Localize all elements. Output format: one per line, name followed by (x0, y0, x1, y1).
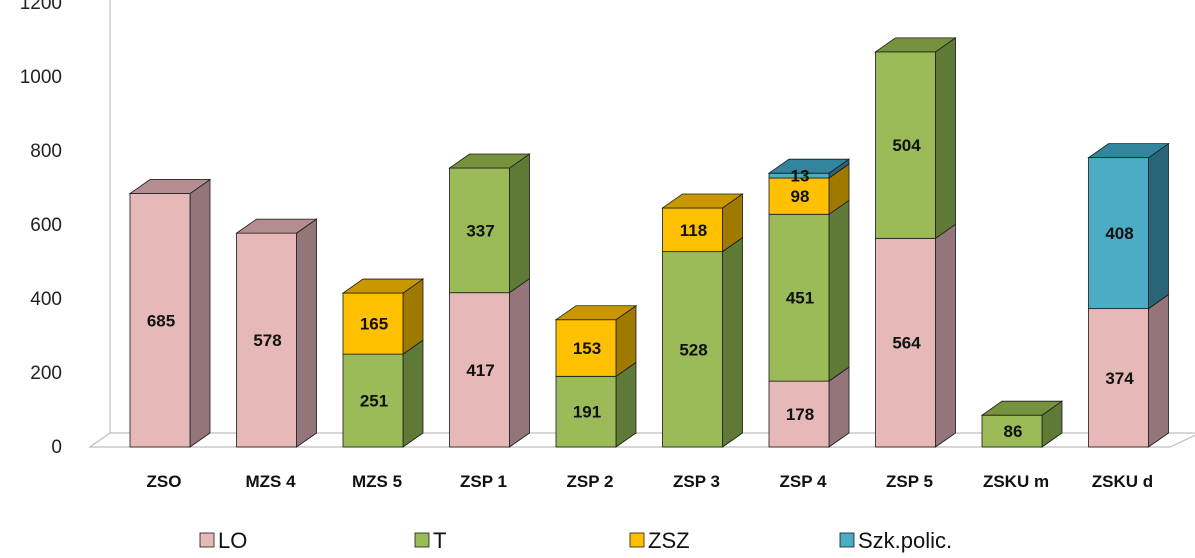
y-tick-label: 1200 (20, 0, 62, 14)
data-label: 13 (791, 167, 810, 186)
data-label: 153 (573, 339, 601, 358)
data-label: 564 (892, 334, 921, 353)
bar-top (874, 37, 957, 53)
data-label: 165 (360, 315, 388, 334)
data-label: 528 (679, 340, 707, 359)
bar-side (509, 277, 530, 448)
bar-segment (236, 232, 297, 448)
bar-segment (555, 319, 617, 377)
bar-side (1148, 293, 1169, 448)
bar-side (1148, 142, 1169, 310)
bar-segment (129, 193, 191, 448)
bar-side (828, 199, 850, 382)
data-label: 408 (1105, 224, 1133, 243)
bar-top (661, 193, 744, 209)
legend-label: ZSZ (648, 528, 690, 553)
x-tick-label: MZS 4 (245, 472, 296, 491)
data-label: 504 (892, 136, 921, 155)
bar-side (935, 223, 956, 448)
legend-label: LO (218, 528, 247, 553)
data-label: 417 (466, 361, 494, 380)
data-label: 578 (253, 331, 281, 350)
bar-segment (662, 207, 723, 253)
bar-segment (768, 213, 830, 382)
bar-segment (981, 414, 1043, 448)
x-tick-label: ZSP 3 (673, 472, 720, 491)
legend-group: LO T ZSZ Szk.polic. (199, 528, 952, 553)
bar-top (448, 153, 531, 169)
bar-segment (1088, 157, 1149, 310)
bar-segment (555, 375, 617, 448)
bar-side (722, 236, 743, 448)
x-tick-label: MZS 5 (352, 472, 402, 491)
x-tick-label: ZSKU d (1092, 472, 1153, 491)
legend-label: T (433, 528, 446, 553)
labels-group: 685 ZSO 578 MZS 4 251 165 MZS 5 417 337 ZSP 1 191 1… (147, 136, 1154, 491)
data-label: 118 (680, 221, 707, 240)
bar-top (341, 278, 425, 294)
legend-swatch (199, 532, 215, 548)
data-label: 337 (466, 221, 494, 240)
bar-top (980, 400, 1064, 416)
data-label: 251 (360, 392, 388, 411)
x-tick-label: ZSKU m (983, 472, 1049, 491)
x-tick-label: ZSO (147, 472, 182, 491)
bar-side (509, 153, 530, 294)
data-label: 451 (786, 289, 814, 308)
bar-segment (662, 251, 723, 448)
bar-top (128, 179, 212, 194)
bars-group (128, 37, 1170, 448)
y-tick-label: 1000 (20, 67, 62, 88)
x-tick-label: ZSP 1 (460, 472, 507, 491)
bar-segment (768, 380, 830, 448)
bar-top (1087, 143, 1170, 159)
x-tick-label: ZSP 5 (886, 472, 933, 491)
y-tick-label: 0 (51, 437, 62, 458)
legend-swatch (414, 532, 430, 548)
legend-swatch (629, 532, 645, 548)
bar-top (554, 305, 638, 321)
y-tick-label: 400 (30, 289, 62, 310)
bar-top (235, 218, 318, 234)
data-label: 86 (1004, 422, 1023, 441)
legend-label: Szk.polic. (858, 528, 952, 553)
bar-top (767, 158, 851, 174)
bar-segment (875, 51, 936, 239)
x-tick-label: ZSP 4 (780, 472, 827, 491)
data-label: 685 (147, 311, 175, 330)
bar-side (189, 178, 211, 448)
data-label: 178 (786, 405, 814, 424)
y-tick-label: 800 (30, 141, 62, 162)
bar-segment (768, 177, 830, 215)
bar-segment (342, 292, 404, 355)
y-tick-label: 200 (30, 363, 62, 384)
y-tick-label: 600 (30, 215, 62, 236)
bar-segment (449, 292, 510, 448)
legend-swatch (839, 532, 855, 548)
bar-side (935, 37, 956, 240)
bar-side (615, 361, 637, 448)
bar-segment (875, 237, 936, 448)
bar-segment (449, 167, 510, 294)
x-tick-label: ZSP 2 (567, 472, 614, 491)
data-label: 374 (1105, 369, 1134, 388)
data-label: 98 (791, 187, 810, 206)
bar-segment (342, 353, 404, 448)
bar-side (296, 218, 317, 448)
data-label: 191 (573, 403, 601, 422)
bar-side (402, 339, 424, 448)
